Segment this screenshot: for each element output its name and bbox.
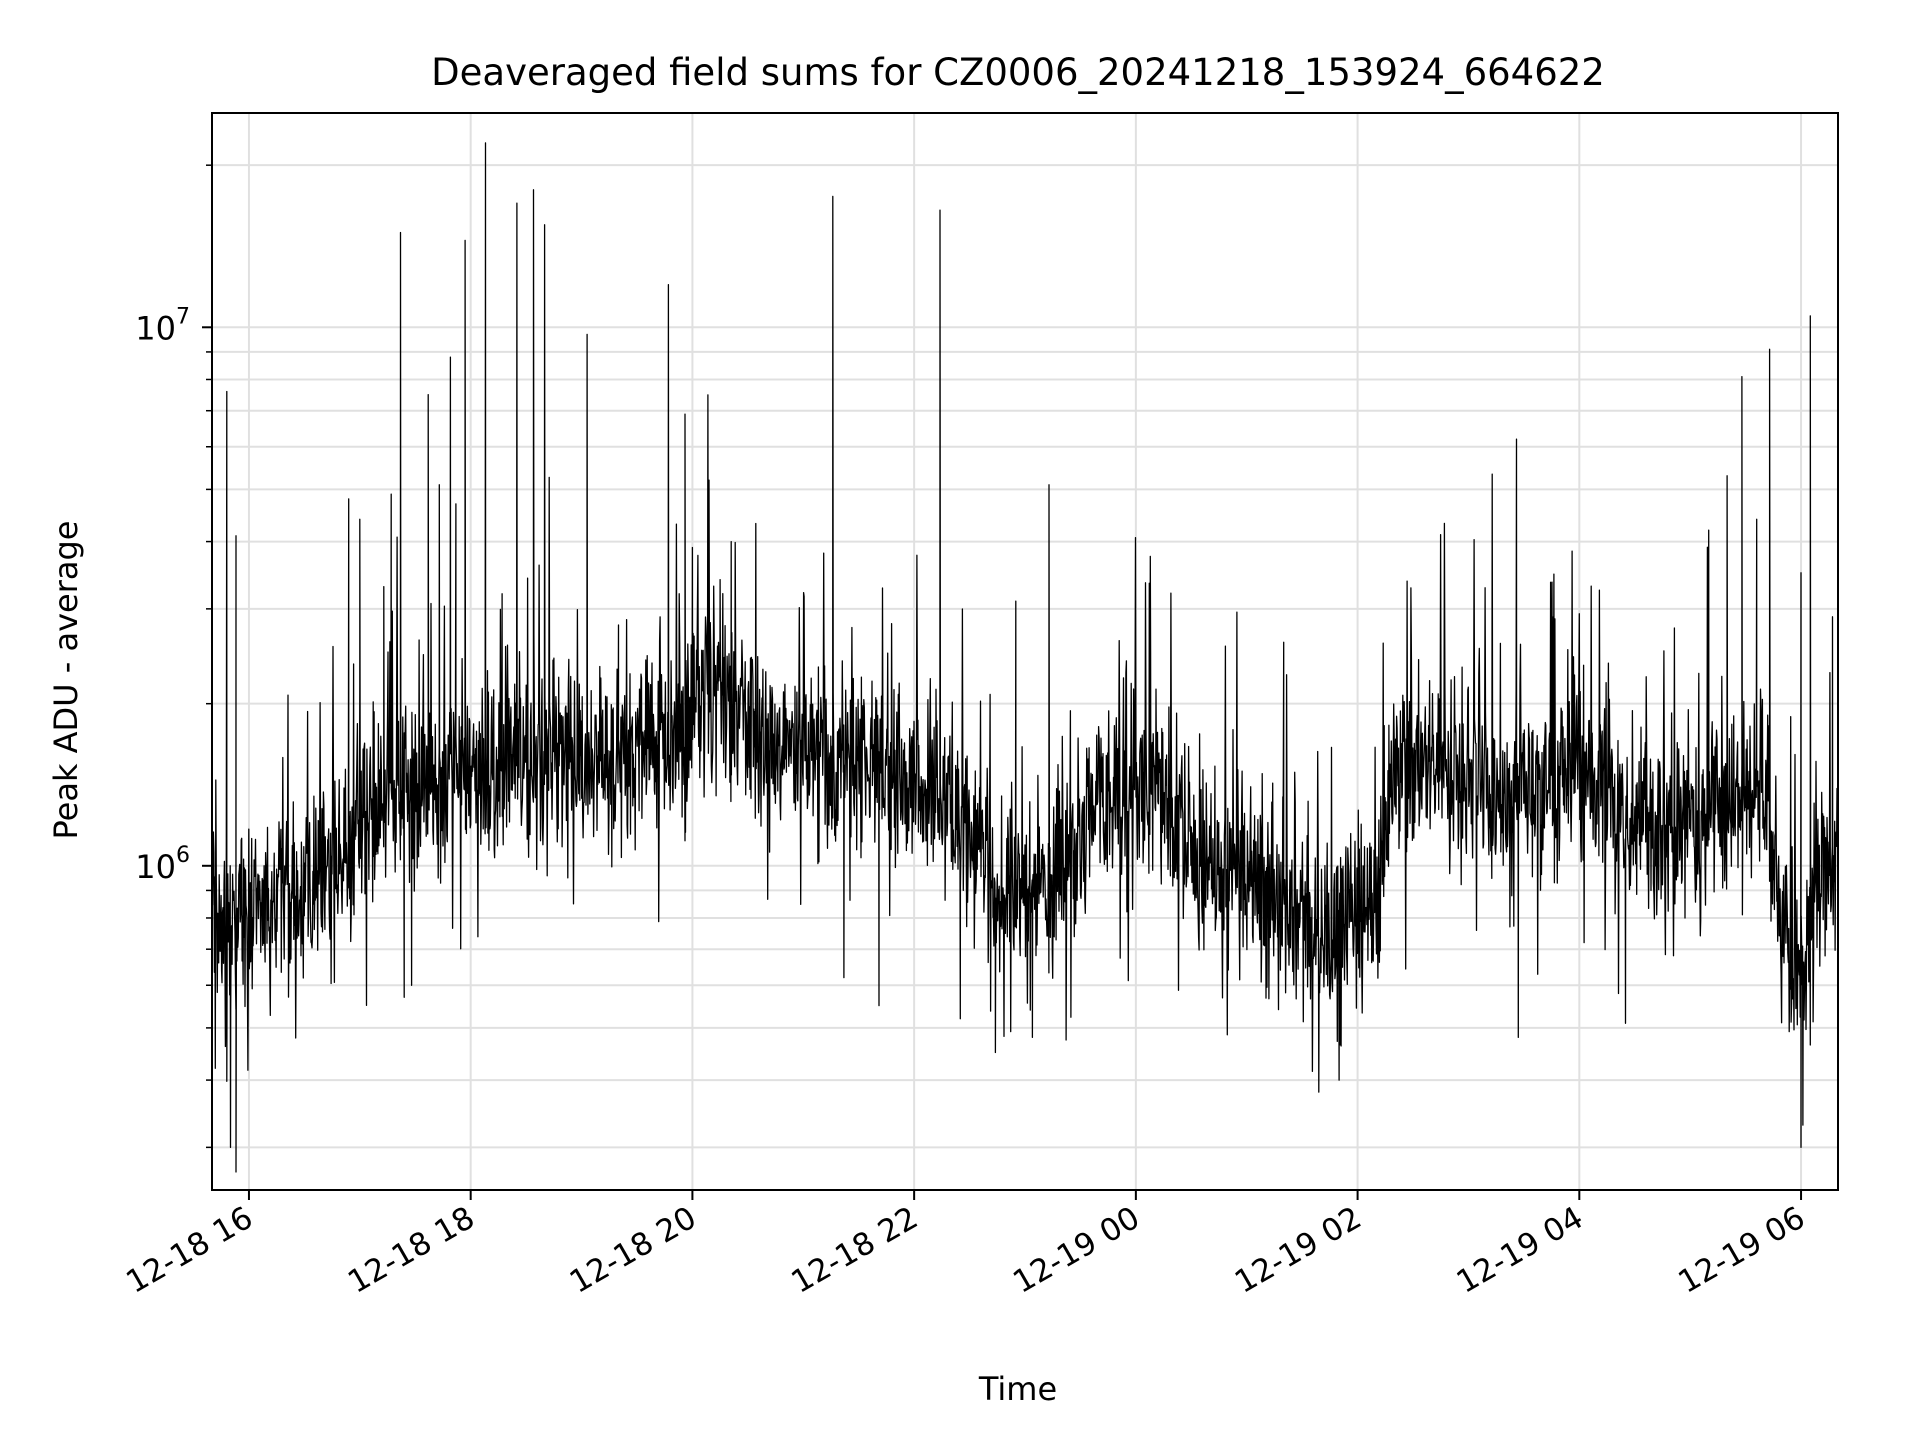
y-tick-label: 106: [135, 843, 190, 886]
y-axis-label: Peak ADU - average: [47, 521, 85, 840]
chart-title: Deaveraged field sums for CZ0006_2024121…: [431, 51, 1605, 94]
series-path: [211, 142, 1839, 1173]
y-tick-label: 107: [135, 304, 190, 347]
x-axis-label: Time: [978, 1370, 1057, 1408]
plot-frame: [211, 112, 1839, 1191]
series-line: [211, 142, 1839, 1173]
